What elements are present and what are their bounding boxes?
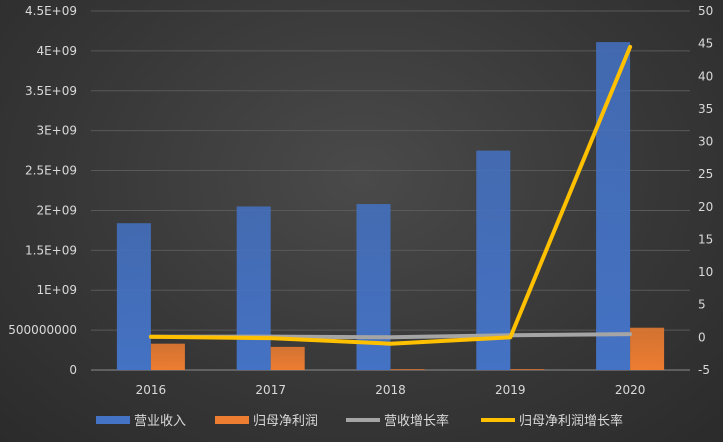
y-left-tick-label: 1.5E+09 <box>25 243 77 257</box>
y-left-tick-label: 4.5E+09 <box>25 4 77 18</box>
y-right-tick-label: 0 <box>698 330 706 344</box>
y-right-tick-label: -5 <box>698 363 710 377</box>
legend-label: 归母净利润 <box>253 414 318 429</box>
legend-label: 归母净利润增长率 <box>519 413 623 429</box>
y-left-tick-label: 0 <box>69 363 77 377</box>
y-right-tick-label: 25 <box>698 167 713 181</box>
legend: 营业收入 归母净利润 营收增长率 归母净利润增长率 <box>96 413 623 429</box>
y-left-tick-label: 1E+09 <box>36 283 77 297</box>
y-right-tick-label: 15 <box>698 232 713 246</box>
y-right-tick-label: 35 <box>698 102 713 116</box>
x-tick-label: 2017 <box>255 383 286 397</box>
bar <box>596 42 631 370</box>
y-left-tick-label: 2E+09 <box>36 203 77 217</box>
legend-swatch <box>96 416 130 424</box>
x-axis: 2016 2017 2018 2019 2020 <box>136 383 646 397</box>
bar <box>510 369 545 370</box>
y-right-tick-label: 5 <box>698 298 706 312</box>
legend-swatch <box>215 416 249 424</box>
bar <box>116 223 151 370</box>
y-left-tick-label: 3.5E+09 <box>25 84 77 98</box>
legend-label: 营收增长率 <box>384 413 449 429</box>
left-axis: 0 500000000 1E+09 1.5E+09 2E+09 2.5E+09 3E+09 3… <box>8 4 77 377</box>
x-tick-label: 2019 <box>495 383 526 397</box>
bar <box>150 343 185 370</box>
bar <box>270 346 305 370</box>
bar-series <box>116 42 665 370</box>
y-right-tick-label: 10 <box>698 265 713 279</box>
y-left-tick-label: 500000000 <box>8 323 77 337</box>
y-right-tick-label: 40 <box>698 69 713 83</box>
bar <box>630 327 665 370</box>
bar <box>390 369 425 370</box>
y-right-tick-label: 30 <box>698 135 713 149</box>
right-axis: -5 0 5 10 15 20 25 30 35 40 45 50 <box>698 4 713 377</box>
bar <box>236 206 271 370</box>
y-left-tick-label: 3E+09 <box>36 124 77 138</box>
x-tick-label: 2016 <box>136 383 167 397</box>
line-series <box>148 44 633 346</box>
x-tick-label: 2020 <box>615 383 646 397</box>
series-line <box>148 44 633 346</box>
legend-label: 营业收入 <box>134 414 186 429</box>
y-right-tick-label: 50 <box>698 4 713 18</box>
y-right-tick-label: 20 <box>698 200 713 214</box>
y-right-tick-label: 45 <box>698 37 713 51</box>
x-tick-label: 2018 <box>375 383 406 397</box>
y-left-tick-label: 4E+09 <box>36 44 77 58</box>
y-left-tick-label: 2.5E+09 <box>25 164 77 178</box>
